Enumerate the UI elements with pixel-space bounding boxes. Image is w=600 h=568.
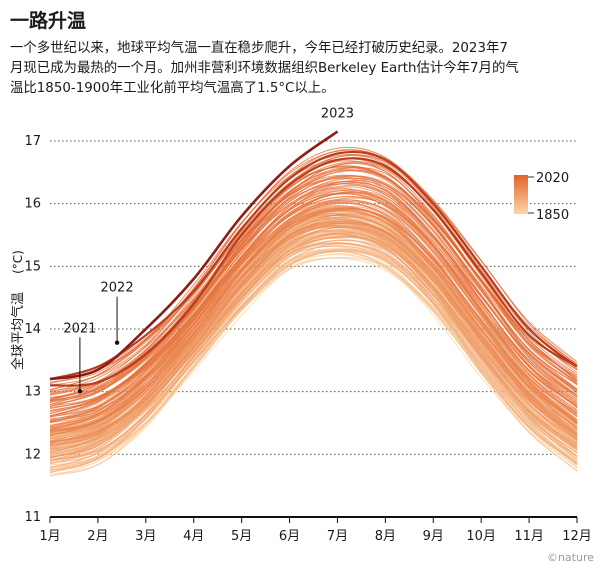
series-line-2021 bbox=[49, 157, 578, 387]
y-tick-label: 11 bbox=[24, 510, 41, 525]
y-tick-label: 17 bbox=[24, 134, 41, 149]
annotation-dot bbox=[77, 389, 83, 394]
y-tick-label: 12 bbox=[24, 447, 41, 462]
year-line bbox=[49, 250, 578, 471]
year-line bbox=[49, 181, 578, 410]
description-line: 温比1850-1900年工业化前平均气温高了1.5°C以上。 bbox=[10, 81, 335, 96]
legend-top-label: 2020 bbox=[536, 171, 569, 186]
x-tick-label: 2月 bbox=[87, 529, 108, 544]
y-tick-label: 14 bbox=[24, 322, 41, 337]
x-tick-label: 3月 bbox=[135, 529, 156, 544]
year-line bbox=[49, 233, 578, 459]
annotation-dot bbox=[114, 340, 120, 345]
year-line bbox=[49, 243, 578, 469]
legend-gradient bbox=[514, 175, 528, 214]
gridlines: 11 12 13 14 15 16 17 bbox=[24, 134, 577, 525]
year-line bbox=[49, 193, 578, 420]
x-tick-label: 8月 bbox=[375, 529, 396, 544]
axes: 1月 2月 3月 4月 5月 6月 7月 8月 9月 10月 11月 12月 bbox=[39, 516, 592, 544]
description-line: 一个多世纪以来，地球平均气温一直在稳步爬升，今年已经打破历史纪录。2023年7 bbox=[10, 41, 508, 56]
y-axis-label: 全球平均气温 bbox=[10, 292, 26, 370]
y-axis-unit: (°C) bbox=[11, 250, 25, 274]
year-line bbox=[49, 179, 578, 412]
series-line-2023 bbox=[49, 130, 339, 381]
description-line: 月现已成为最热的一个月。加州非营利环境数据组织Berkeley Earth估计今… bbox=[10, 61, 519, 76]
annotation-label: 2023 bbox=[321, 107, 354, 122]
x-tick-label: 9月 bbox=[423, 529, 444, 544]
description: 一个多世纪以来，地球平均气温一直在稳步爬升，今年已经打破历史纪录。2023年7 … bbox=[10, 39, 594, 99]
x-tick-label: 10月 bbox=[466, 529, 496, 544]
year-line bbox=[49, 162, 578, 401]
annotation-label: 2022 bbox=[101, 281, 134, 296]
x-tick-label: 4月 bbox=[183, 529, 204, 544]
x-tick-label: 7月 bbox=[327, 529, 348, 544]
year-line bbox=[49, 149, 578, 381]
year-line bbox=[49, 158, 578, 386]
x-tick-label: 1月 bbox=[39, 529, 60, 544]
y-tick-label: 13 bbox=[24, 385, 41, 400]
page-title: 一路升温 bbox=[10, 10, 87, 32]
legend-bottom-label: 1850 bbox=[536, 208, 569, 223]
year-line bbox=[49, 202, 578, 429]
year-line bbox=[49, 207, 578, 432]
annotation-label: 2021 bbox=[63, 321, 96, 336]
y-tick-label: 15 bbox=[24, 259, 41, 274]
year-line bbox=[49, 257, 578, 475]
legend: 2020 1850 bbox=[514, 171, 569, 223]
yearly-lines bbox=[49, 146, 578, 477]
year-line bbox=[49, 197, 578, 426]
year-line bbox=[49, 177, 578, 409]
x-tick-label: 5月 bbox=[231, 529, 252, 544]
year-line bbox=[49, 219, 578, 444]
x-tick-label: 12月 bbox=[562, 529, 592, 544]
year-line bbox=[49, 182, 578, 415]
year-line bbox=[49, 222, 578, 446]
series-line-2022 bbox=[49, 150, 578, 381]
year-line bbox=[49, 257, 578, 477]
x-tick-label: 11月 bbox=[514, 529, 544, 544]
year-line bbox=[49, 220, 578, 443]
x-tick-label: 6月 bbox=[279, 529, 300, 544]
nature-credit: ©nature bbox=[546, 551, 594, 564]
year-line bbox=[49, 191, 578, 423]
year-line bbox=[49, 245, 578, 464]
year-line bbox=[49, 209, 578, 437]
year-line bbox=[49, 154, 578, 391]
year-line bbox=[49, 249, 578, 473]
year-line bbox=[49, 227, 578, 453]
highlight-lines: 2021 2022 2023 bbox=[49, 107, 578, 394]
year-line bbox=[49, 235, 578, 458]
y-tick-label: 16 bbox=[24, 197, 41, 212]
